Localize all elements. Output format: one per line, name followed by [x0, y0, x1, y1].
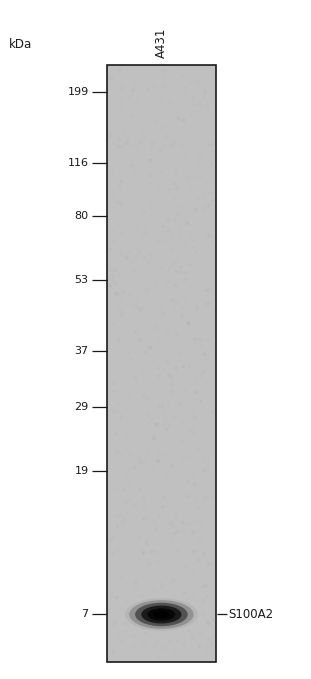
Ellipse shape — [125, 598, 198, 631]
Text: 37: 37 — [75, 346, 89, 356]
Text: A431: A431 — [155, 27, 168, 58]
Ellipse shape — [153, 611, 169, 618]
Text: 7: 7 — [81, 610, 89, 619]
Text: 80: 80 — [75, 211, 89, 221]
Ellipse shape — [129, 600, 193, 629]
Ellipse shape — [135, 603, 188, 626]
Text: 199: 199 — [67, 87, 89, 96]
Bar — [107, 65, 216, 662]
Text: 53: 53 — [75, 276, 89, 285]
Ellipse shape — [141, 606, 182, 623]
Text: kDa: kDa — [9, 38, 33, 51]
Ellipse shape — [147, 608, 175, 621]
Text: 29: 29 — [74, 403, 89, 412]
Text: S100A2: S100A2 — [229, 608, 274, 621]
Text: 116: 116 — [67, 158, 89, 168]
Text: 19: 19 — [75, 466, 89, 475]
